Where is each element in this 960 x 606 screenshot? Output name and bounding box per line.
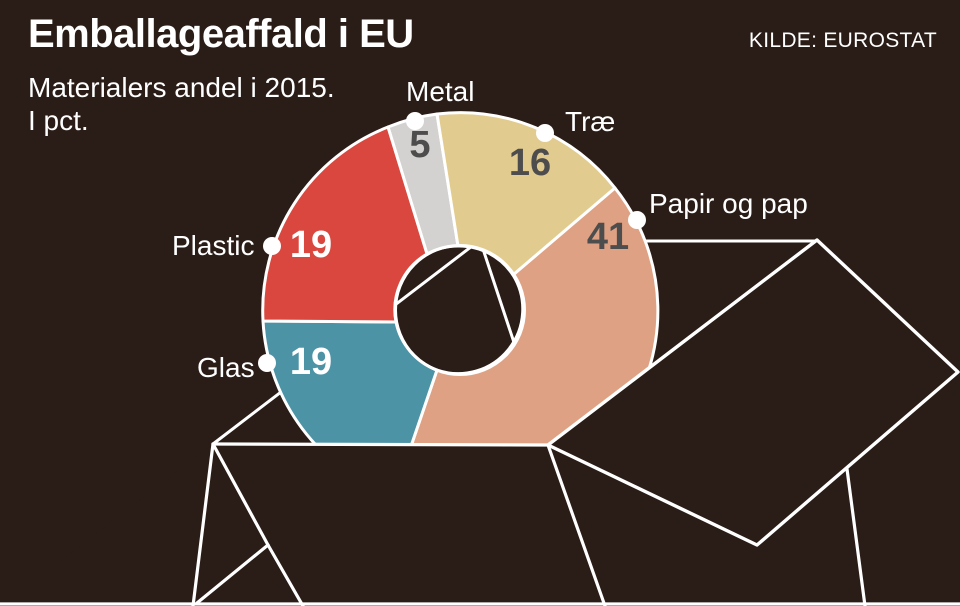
dot-papir (628, 211, 646, 229)
subtitle-line-1: Materialers andel i 2015. (28, 72, 335, 103)
label-trae: Træ (565, 106, 616, 137)
value-papir: 41 (586, 216, 630, 258)
box-crease-line-3 (266, 543, 305, 606)
value-metal: 5 (409, 124, 431, 166)
cardboard-box-front (0, 238, 960, 606)
value-trae: 16 (508, 142, 552, 184)
page-subtitle: Materialers andel i 2015. I pct. (28, 71, 335, 137)
label-plastic: Plastic (172, 230, 255, 261)
donut-hole-outline (394, 244, 526, 376)
box-front-right-edge-line (546, 443, 607, 606)
source-label: KILDE: EUROSTAT (748, 29, 937, 52)
box-right-flap-line (845, 467, 867, 606)
box-front-lines (0, 442, 960, 606)
page-title: Emballageaffald i EU (28, 12, 414, 56)
box-crease-line-1 (211, 442, 270, 547)
dot-metal (406, 112, 424, 130)
label-metal: Metal (406, 76, 475, 107)
dot-glas (258, 354, 276, 372)
value-plastic: 19 (289, 224, 333, 266)
box-left-edge-line (191, 442, 215, 606)
label-glas: Glas (197, 352, 255, 383)
value-glas: 19 (289, 341, 333, 383)
label-papir: Papir og pap (649, 188, 808, 219)
box-crease-line-2 (195, 543, 270, 605)
box-rim-line (211, 442, 550, 447)
box-front-face-fill (1, 372, 960, 606)
box-lid-diamond (546, 238, 960, 547)
dot-trae (536, 124, 554, 142)
dot-plastic (263, 237, 281, 255)
subtitle-line-2: I pct. (28, 105, 89, 136)
